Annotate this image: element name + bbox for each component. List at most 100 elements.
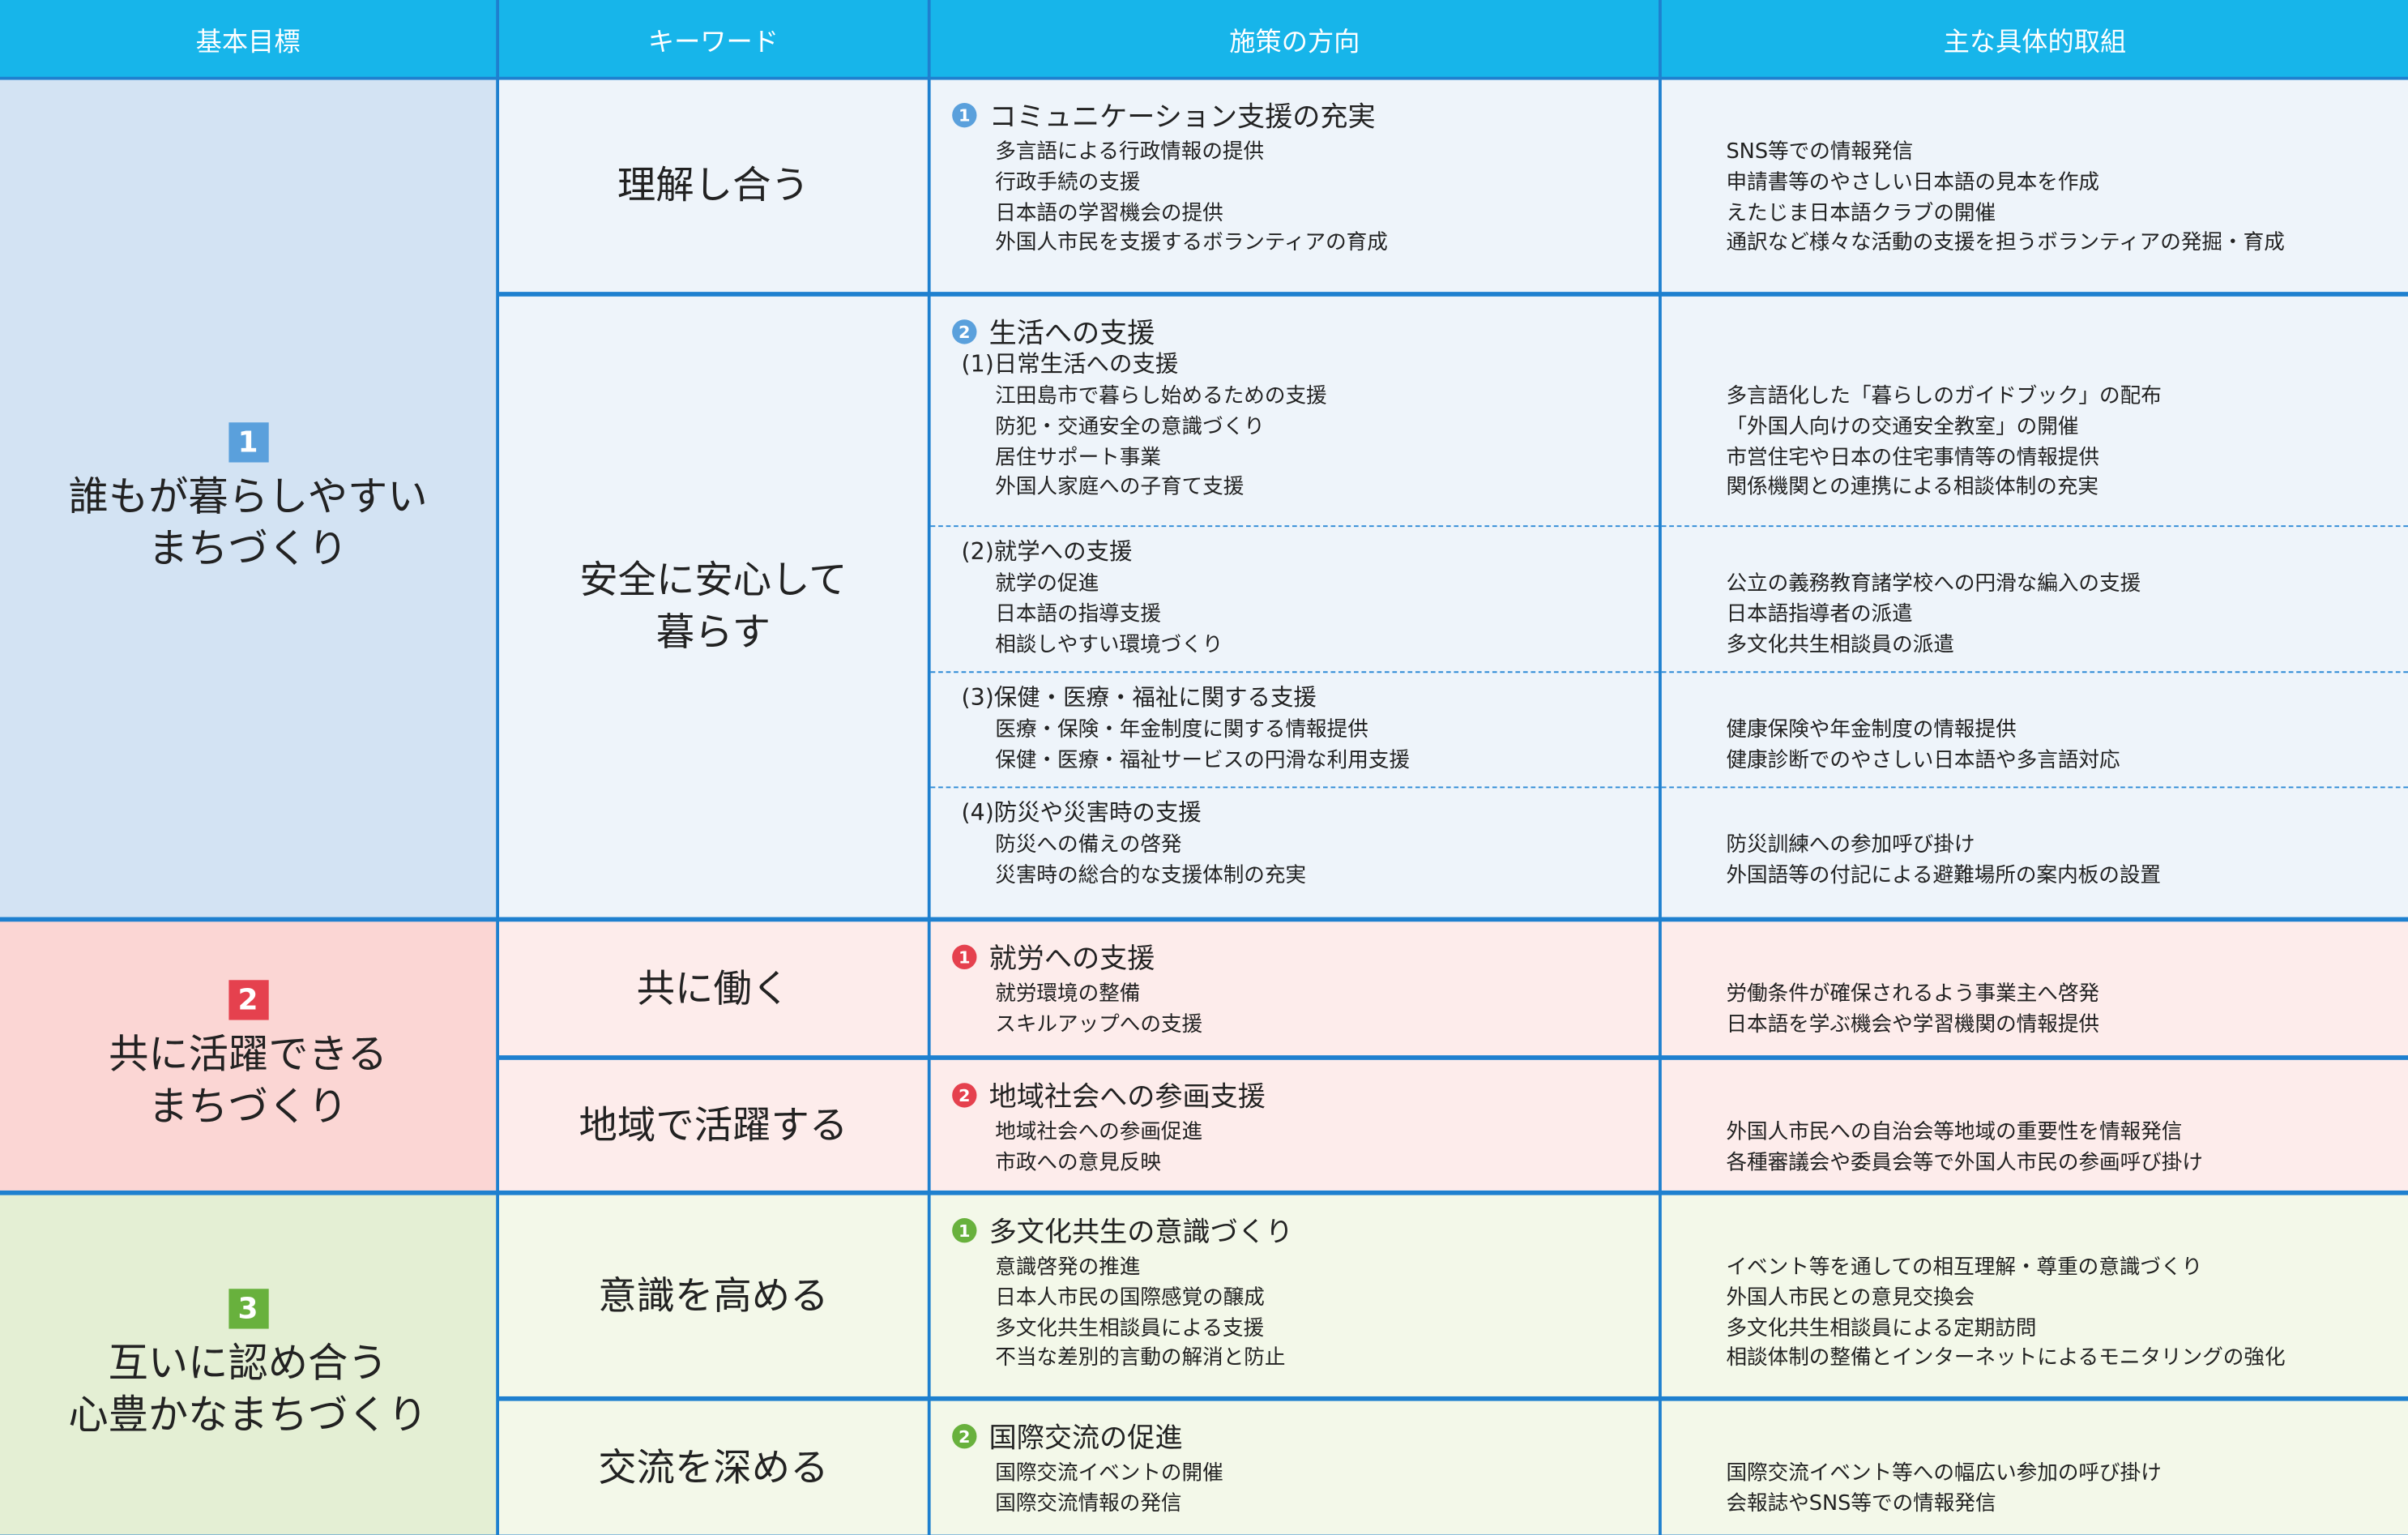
- keyword: 安全に安心して: [579, 558, 847, 603]
- spacer: [1683, 1072, 2386, 1118]
- bullet-item: 居住サポート事業: [995, 444, 1161, 470]
- header-cell: 施策の方向: [930, 0, 1659, 77]
- bullet-item: 国際交流イベントの開催: [995, 1460, 1223, 1486]
- bullet-item: 多文化共生相談員による支援: [995, 1315, 1265, 1340]
- bullet-item: 国際交流イベント等への幅広い参加の呼び掛け: [1726, 1460, 2162, 1486]
- bullet-item: 日本語の指導支援: [995, 601, 1161, 626]
- policy-number: 2: [952, 319, 977, 344]
- bullet-item: 申請書等のやさしい日本語の見本を作成: [1726, 170, 2100, 195]
- bullet-item: 公立の義務教育諸学校への円滑な編入の支援: [1726, 571, 2141, 596]
- bullet-item: 関係機関との連携による相談体制の充実: [1726, 475, 2099, 500]
- policy-section: (4)防災や災害時の支援 防災への備えの啓発 災害時の総合的な支援体制の充実: [930, 786, 1659, 925]
- bullet-item: 多文化共生相談員の派遣: [1726, 632, 1954, 657]
- bullet-item: 外国人市民への自治会等地域の重要性を情報発信: [1726, 1119, 2183, 1145]
- bullet-item: えたじま日本語クラブの開催: [1726, 200, 1996, 225]
- goal-title: まちづくり: [147, 526, 348, 573]
- bullet-item: 通訳など様々な活動の支援を担うボランティアの発掘・育成: [1726, 231, 2285, 256]
- goal-title: 心豊かなまちづくり: [68, 1392, 428, 1439]
- keyword-cell: 意識を高める: [499, 1195, 928, 1396]
- policy-title: 1 コミュニケーション支援の充実: [952, 92, 1637, 139]
- keyword: 意識を高める: [598, 1272, 829, 1318]
- keyword: 交流を深める: [598, 1444, 829, 1490]
- action-section: 防災訓練への参加呼び掛け外国語等の付記による避難場所の案内板の設置: [1661, 786, 2408, 961]
- action-section: 多言語化した「暮らしのガイドブック」の配布 「外国人向けの交通安全教室」の開催 市営…: [1662, 345, 2408, 562]
- goal-cell: 3 互いに認め合う 心豊かなまちづくり: [0, 1195, 497, 1535]
- spacer: [1683, 1208, 2386, 1254]
- bullet-item: 意識啓発の推進: [995, 1255, 1141, 1280]
- policy-title-text: コミュニケーション支援の充実: [988, 101, 1376, 134]
- bullet-item: 多言語による行政情報の提供: [995, 139, 1265, 165]
- spacer: [1683, 934, 2386, 980]
- bullet-item: 日本語を学ぶ機会や学習機関の情報提供: [1726, 1011, 2100, 1037]
- policy-title-text: 国際交流の促進: [988, 1422, 1183, 1455]
- policy-title: 2 生活への支援: [952, 309, 1637, 355]
- policy-title: 1 多文化共生の意識づくり: [952, 1208, 1637, 1254]
- section-heading: (3)保健・医療・福祉に関する支援: [961, 683, 1317, 712]
- policy-title-text: 地域社会への参画支援: [988, 1081, 1266, 1114]
- spacer: [1683, 92, 2386, 139]
- action-cell: 労働条件が確保されるよう事業主へ啓発 日本語を学ぶ機会や学習機関の情報提供: [1661, 921, 2408, 1056]
- goal-cell: 2 共に活躍できる まちづくり: [0, 921, 497, 1191]
- bullet-item: 各種審議会や委員会等で外国人市民の参画呼び掛け: [1726, 1150, 2203, 1175]
- keyword-cell: 交流を深める: [499, 1400, 928, 1535]
- action-cell: 多言語化した「暮らしのガイドブック」の配布 「外国人向けの交通安全教室」の開催 市営…: [1661, 296, 2408, 917]
- keyword: 暮らす: [655, 609, 771, 655]
- bullet-item: 日本語指導者の派遣: [1726, 601, 1913, 626]
- bullet-item: 相談体制の整備とインターネットによるモニタリングの強化: [1726, 1346, 2286, 1371]
- bullet-item: 江田島市で暮らし始めるための支援: [995, 383, 1327, 409]
- bullet-item: 地域社会への参画促進: [995, 1119, 1203, 1145]
- policy-section: (1)日常生活への支援 江田島市で暮らし始めるための支援 防犯・交通安全の意識づくり…: [931, 345, 1659, 525]
- bullet-item: 就労環境の整備: [995, 981, 1141, 1007]
- bullet-item: 健康保険や年金制度の情報提供: [1726, 717, 2017, 742]
- bullet-item: SNS等での情報発信: [1726, 139, 1914, 165]
- policy-cell: 2 地域社会への参画支援 地域社会への参画促進 市政への意見反映: [930, 1059, 1659, 1191]
- keyword-cell: 安全に安心して 暮らす: [499, 296, 928, 917]
- bullet-item: 外国語等の付記による避難場所の案内板の設置: [1726, 862, 2162, 888]
- bullet-item: 保健・医療・福祉サービスの円滑な利用支援: [995, 747, 1410, 773]
- policy-cell: 2 生活への支援 (1)日常生活への支援 江田島市で暮らし始めるための支援 防犯・交通安…: [930, 296, 1659, 917]
- action-section: 公立の義務教育諸学校への円滑な編入の支援 日本語指導者の派遣多文化共生相談員の派遣: [1661, 525, 2408, 716]
- bullet-item: 国際交流情報の発信: [995, 1491, 1182, 1516]
- policy-cell: 1 多文化共生の意識づくり 意識啓発の推進 日本人市民の国際感覚の醸成 多文化共生相談員…: [930, 1195, 1659, 1396]
- bullet-item: 行政手続の支援: [995, 170, 1141, 195]
- bullet-item: 災害時の総合的な支援体制の充実: [995, 862, 1307, 888]
- action-cell: SNS等での情報発信申請書等のやさしい日本語の見本を作成 えたじま日本語クラブの開…: [1661, 79, 2408, 293]
- bullet-item: 健康診断でのやさしい日本語や多言語対応: [1726, 747, 2120, 773]
- keyword: 地域で活躍する: [579, 1101, 848, 1147]
- policy-title-text: 就労への支援: [988, 943, 1155, 976]
- bullet-item: 外国人市民を支援するボランティアの育成: [995, 231, 1388, 256]
- keyword-cell: 共に働く: [499, 921, 928, 1056]
- policy-title-text: 多文化共生の意識づくり: [988, 1216, 1293, 1249]
- policy-title-text: 生活への支援: [988, 318, 1155, 351]
- bullet-item: 外国人市民との意見交換会: [1726, 1285, 1975, 1311]
- goal-title: 共に活躍できる: [109, 1031, 388, 1078]
- keyword-cell: 理解し合う: [499, 79, 928, 293]
- bullet-item: 医療・保険・年金制度に関する情報提供: [995, 717, 1368, 742]
- bullet-item: 「外国人向けの交通安全教室」の開催: [1726, 414, 2079, 439]
- bullet-item: 防災訓練への参加呼び掛け: [1726, 832, 1975, 857]
- policy-cell: 1 コミュニケーション支援の充実 多言語による行政情報の提供 行政手続の支援 日本語の学…: [930, 79, 1659, 293]
- policy-number: 1: [952, 102, 977, 128]
- policy-section: (2)就学への支援 就学の促進 日本語の指導支援 相談しやすい環境づくり: [930, 525, 1659, 679]
- goal-number: 1: [228, 421, 268, 462]
- header-cell: 主な具体的取組: [1661, 0, 2408, 77]
- policy-number: 1: [952, 944, 977, 970]
- policy-cell: 1 就労への支援 就労環境の整備 スキルアップへの支援: [930, 921, 1659, 1056]
- bullet-item: 就学の促進: [995, 571, 1099, 596]
- policy-section: (3)保健・医療・福祉に関する支援医療・保険・年金制度に関する情報提供保健・医療…: [930, 671, 1659, 794]
- header-cell: キーワード: [499, 0, 928, 77]
- bullet-item: 防災への備えの啓発: [995, 832, 1182, 857]
- goal-title: 互いに認め合う: [108, 1340, 388, 1387]
- bullet-item: 不当な差別的言動の解消と防止: [995, 1346, 1286, 1371]
- bullet-item: イベント等を通しての相互理解・尊重の意識づくり: [1726, 1255, 2203, 1280]
- goal-title: 誰もが暮らしやすい: [68, 473, 428, 520]
- section-heading: (2)就学への支援: [961, 537, 1133, 566]
- policy-number: 2: [952, 1083, 977, 1108]
- bullet-item: 会報誌やSNS等での情報発信: [1726, 1491, 1996, 1516]
- policy-number: 2: [952, 1424, 977, 1449]
- bullet-item: 多言語化した「暮らしのガイドブック」の配布: [1726, 383, 2162, 409]
- action-cell: イベント等を通しての相互理解・尊重の意識づくり 外国人市民との意見交換会 多文化共生…: [1661, 1195, 2408, 1396]
- goal-number: 2: [228, 979, 268, 1020]
- keyword-cell: 地域で活躍する: [499, 1059, 928, 1191]
